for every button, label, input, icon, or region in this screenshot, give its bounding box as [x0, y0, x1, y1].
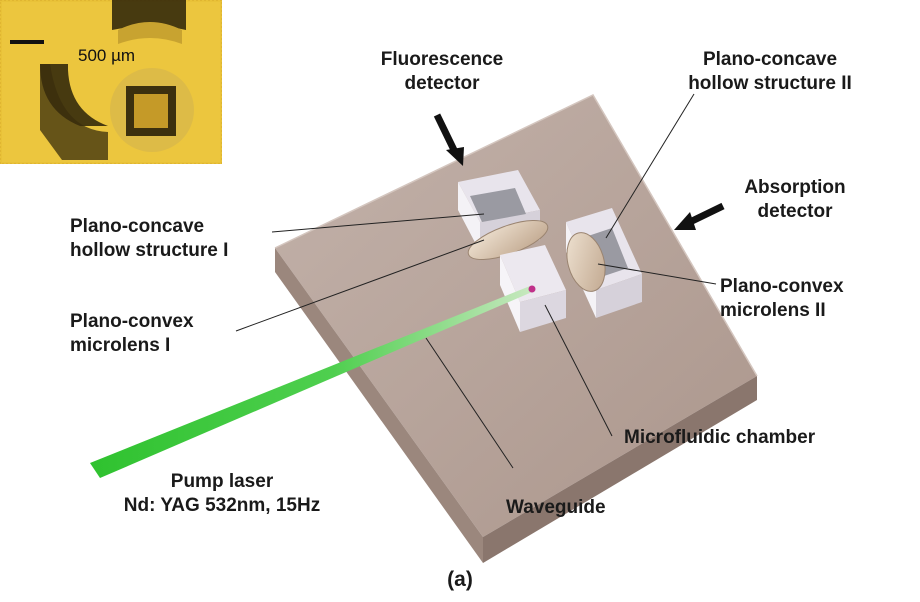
label-line: Pump laser: [170, 471, 274, 492]
label-line: microlens II: [720, 300, 826, 321]
chip-front-face: [483, 376, 757, 563]
label-pump-laser: Pump laser Nd: YAG 532nm, 15Hz: [92, 470, 352, 518]
label-line: hollow structure I: [70, 240, 229, 261]
label-line: Plano-concave: [70, 216, 205, 237]
label-hollow-structure-1: Plano-concave hollow structure I: [70, 215, 228, 263]
label-microfluidic-chamber: Microfluidic chamber: [624, 427, 816, 448]
label-line: Plano-concave: [702, 49, 838, 70]
label-line: Nd: YAG 532nm, 15Hz: [123, 495, 321, 516]
label-line: hollow structure II: [688, 73, 852, 94]
figure-caption: (a): [447, 568, 473, 591]
laser-focus-spot: [528, 285, 536, 293]
absorption-arrow: [674, 212, 696, 230]
microlens-2-shape: [566, 232, 606, 292]
label-fluorescence-detector: Fluorescence detector: [352, 48, 532, 96]
pump-laser-beam: [90, 286, 532, 478]
fluorescence-arrow: [446, 147, 464, 166]
label-microlens-2: Plano-convex microlens II: [720, 275, 844, 323]
micrograph-inset: [0, 0, 222, 164]
scale-bar-line: [10, 40, 44, 44]
label-hollow-structure-2: Plano-concave hollow structure II: [660, 48, 880, 96]
label-line: microlens I: [70, 335, 171, 356]
label-microlens-1: Plano-convex microlens I: [70, 310, 194, 358]
microfluidic-chamber-shape: [500, 245, 566, 332]
label-line: Absorption: [744, 177, 846, 198]
chip-left-face: [275, 248, 483, 563]
label-line: detector: [404, 73, 480, 94]
label-absorption-detector: Absorption detector: [720, 176, 870, 224]
label-line: Fluorescence: [380, 49, 504, 70]
label-line: Plano-convex: [70, 311, 194, 332]
label-line: detector: [757, 201, 833, 222]
label-waveguide: Waveguide: [506, 497, 606, 518]
leader-lines: [235, 93, 717, 469]
label-line: Plano-convex: [720, 276, 844, 297]
scale-bar-label: 500 µm: [78, 46, 136, 65]
